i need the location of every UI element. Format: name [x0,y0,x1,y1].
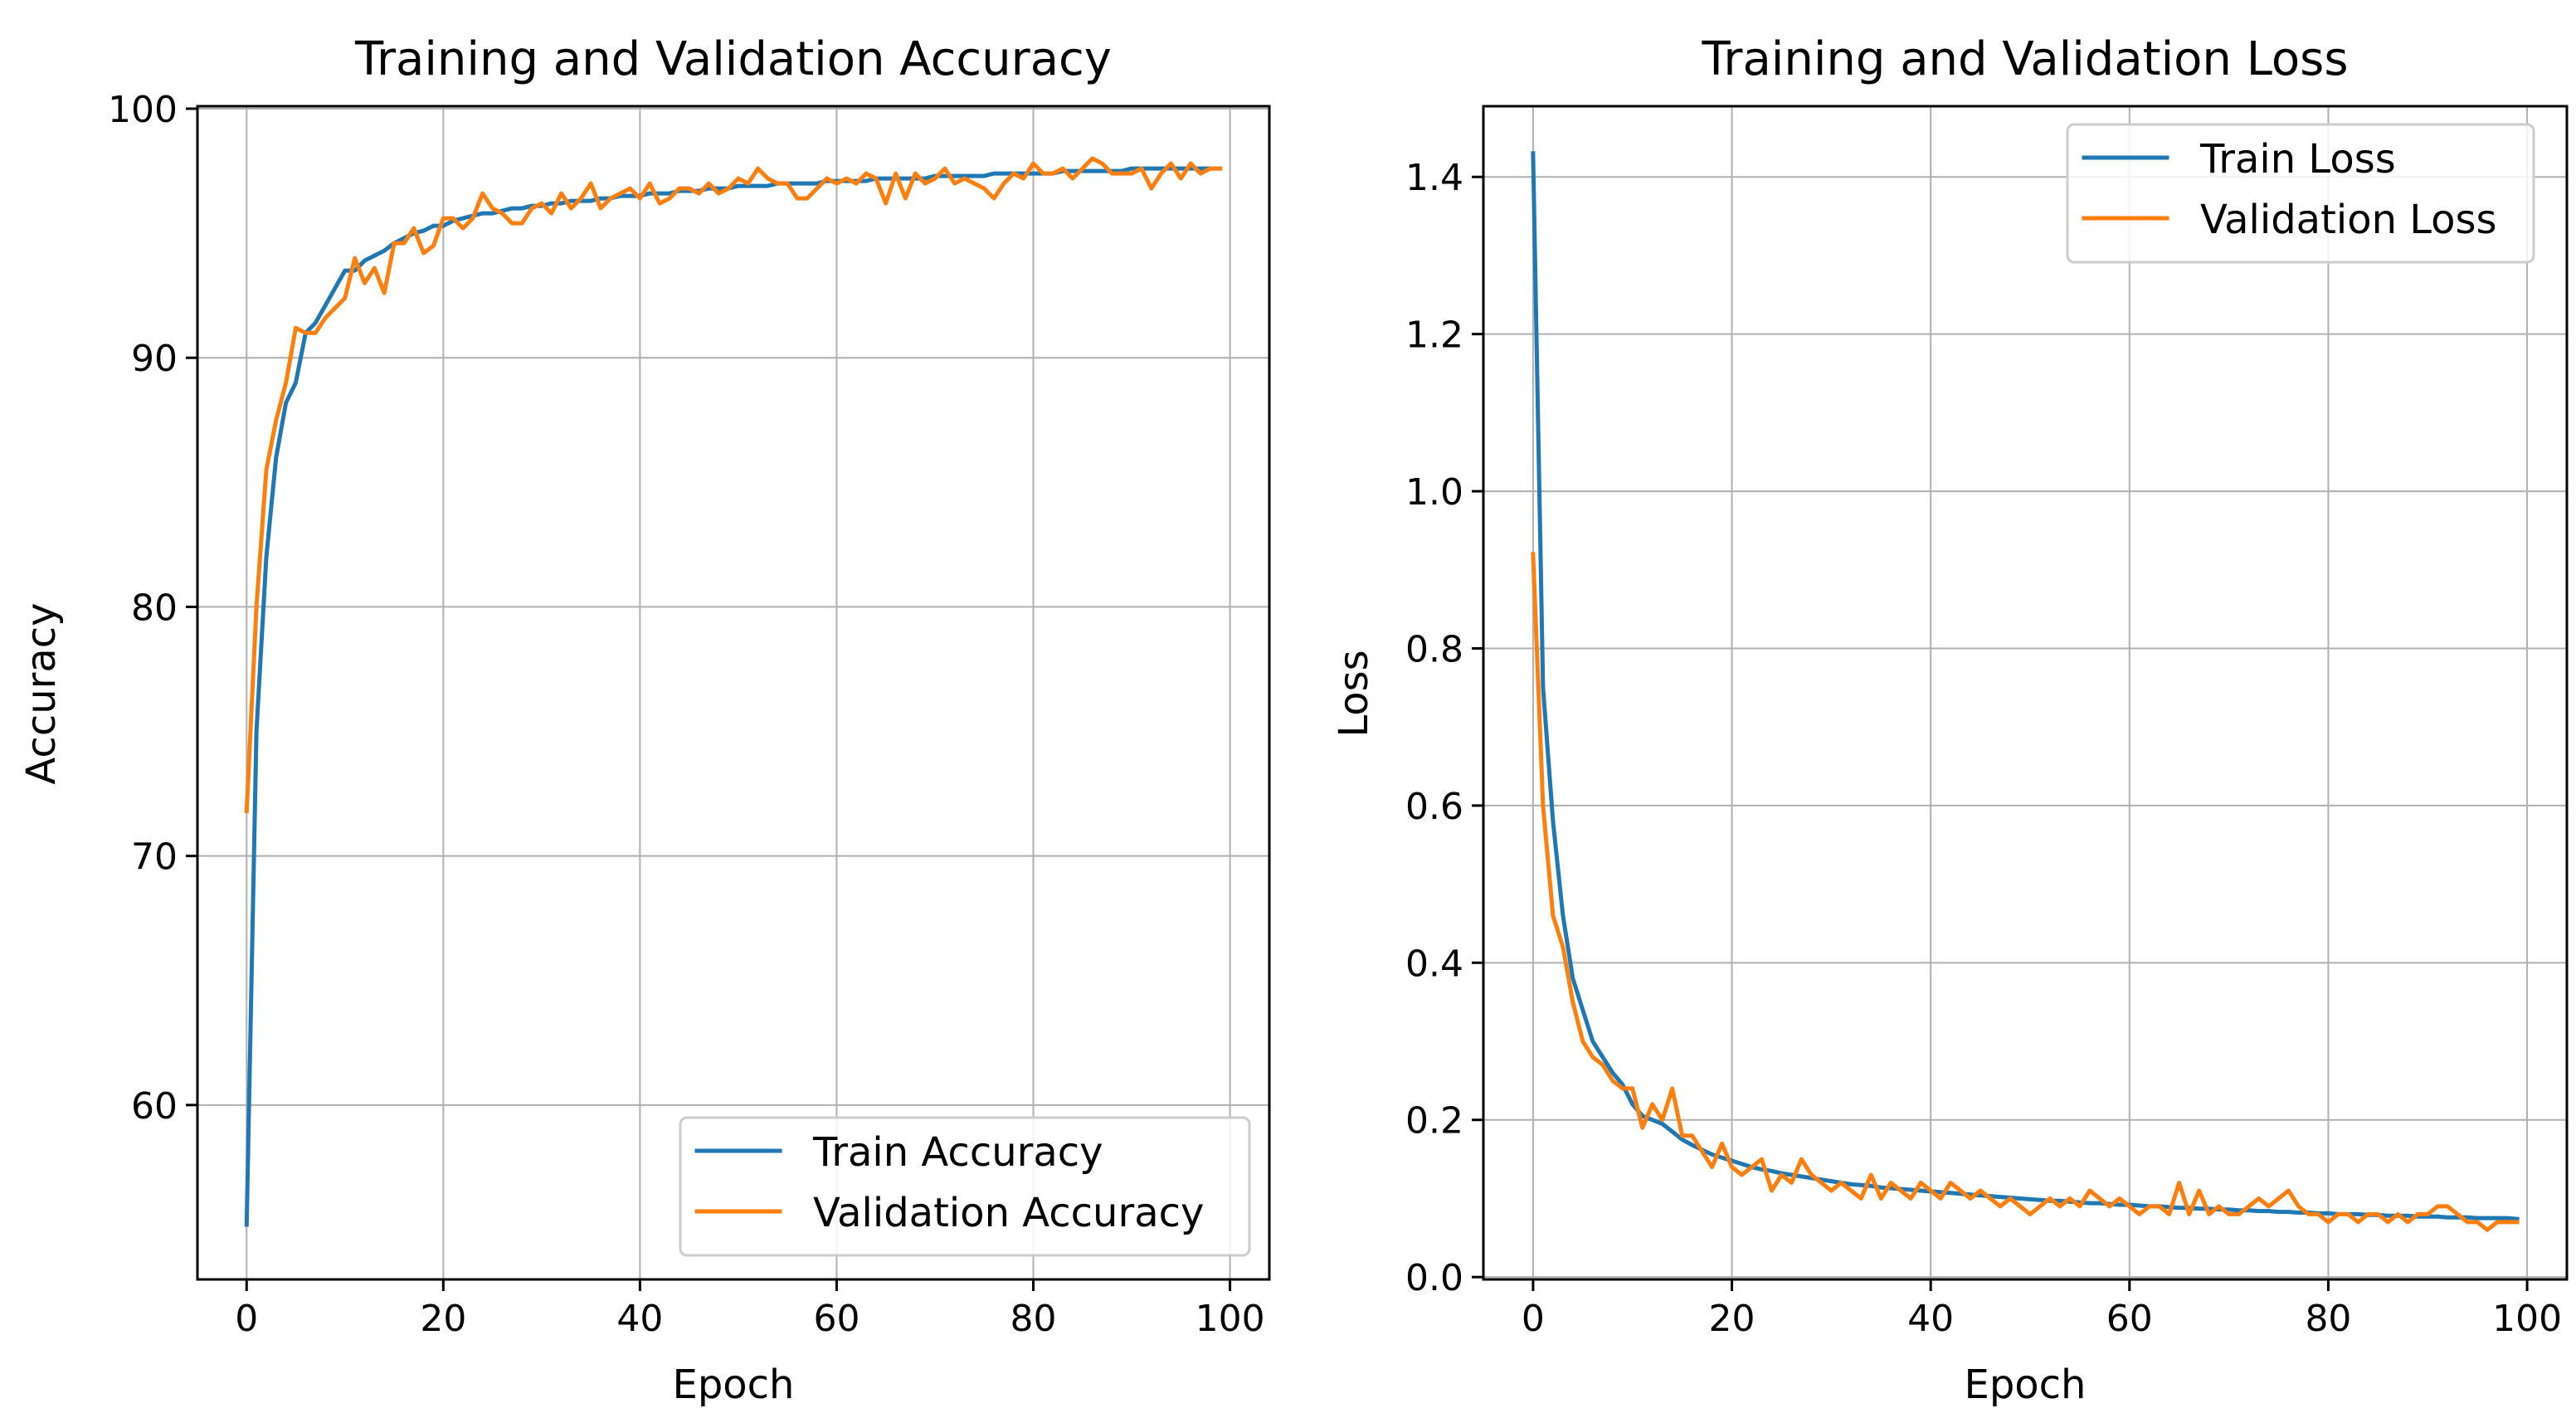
loss-grid [1483,106,2567,1279]
accuracy-legend-label-train: Train Accuracy [812,1129,1103,1176]
loss-chart: Training and Validation Loss Epoch Loss … [1331,32,2569,1408]
loss-ticks: 0 20 40 60 80 100 0.0 0.2 0.4 0.6 0.8 1.0 1.2 1.4 [1405,157,2562,1340]
loss-legend: Train Loss Validation Loss [2066,123,2535,264]
accuracy-x-tick-label: 20 [420,1298,466,1340]
loss-legend-box [2066,123,2535,264]
loss-legend-label-validation: Validation Loss [2200,197,2497,243]
accuracy-series [244,156,1223,1227]
accuracy-legend: Train Accuracy Validation Accuracy [679,1116,1251,1257]
loss-plot-frame [1482,105,2569,1281]
loss-x-tick-label: 20 [1709,1298,1755,1340]
accuracy-legend-box [679,1116,1251,1257]
loss-x-tick-label: 100 [2492,1298,2562,1340]
accuracy-x-tick-label: 100 [1195,1298,1265,1340]
loss-y-tick-label: 0.6 [1405,786,1463,828]
loss-y-axis-label: Loss [1331,650,1377,737]
loss-series-line-validation [1531,552,2520,1232]
accuracy-y-tick-label: 60 [131,1085,178,1128]
accuracy-x-tick-label: 60 [813,1298,859,1340]
accuracy-x-tick-label: 0 [235,1298,258,1340]
loss-y-tick-label: 0.8 [1405,628,1463,670]
accuracy-y-tick-label: 70 [131,836,178,879]
accuracy-plot-frame [196,105,1271,1281]
loss-series-line-train [1531,151,2520,1221]
loss-series [1531,151,2520,1232]
loss-y-tick-label: 1.4 [1405,157,1463,199]
accuracy-series-line-validation [244,156,1223,814]
accuracy-x-tick-label: 40 [616,1298,663,1340]
accuracy-chart: Training and Validation Accuracy Epoch A… [18,32,1271,1408]
loss-y-tick-label: 1.0 [1405,471,1463,514]
loss-x-tick-label: 0 [1522,1298,1545,1340]
loss-y-tick-label: 0.4 [1405,943,1463,985]
accuracy-y-tick-label: 90 [131,338,178,380]
accuracy-y-tick-label: 80 [131,587,178,629]
loss-y-tick-label: 1.2 [1405,314,1463,357]
accuracy-y-axis-label: Accuracy [18,602,65,784]
loss-legend-label-train: Train Loss [2199,136,2396,183]
accuracy-grid [197,106,1269,1279]
accuracy-chart-title: Training and Validation Accuracy [354,32,1112,86]
accuracy-legend-label-validation: Validation Accuracy [813,1190,1204,1236]
loss-y-tick-label: 0.2 [1405,1100,1463,1143]
loss-x-axis-label: Epoch [1965,1362,2087,1408]
loss-x-tick-label: 40 [1907,1298,1954,1340]
loss-chart-title: Training and Validation Loss [1701,32,2348,86]
accuracy-y-tick-label: 100 [108,89,178,131]
loss-x-tick-label: 60 [2106,1298,2153,1340]
accuracy-ticks: 0 20 40 60 80 100 60 70 80 90 100 [108,89,1265,1340]
loss-y-tick-label: 0.0 [1405,1257,1463,1299]
accuracy-x-tick-label: 80 [1010,1298,1057,1340]
loss-x-tick-label: 80 [2305,1298,2351,1340]
accuracy-x-axis-label: Epoch [673,1362,795,1408]
